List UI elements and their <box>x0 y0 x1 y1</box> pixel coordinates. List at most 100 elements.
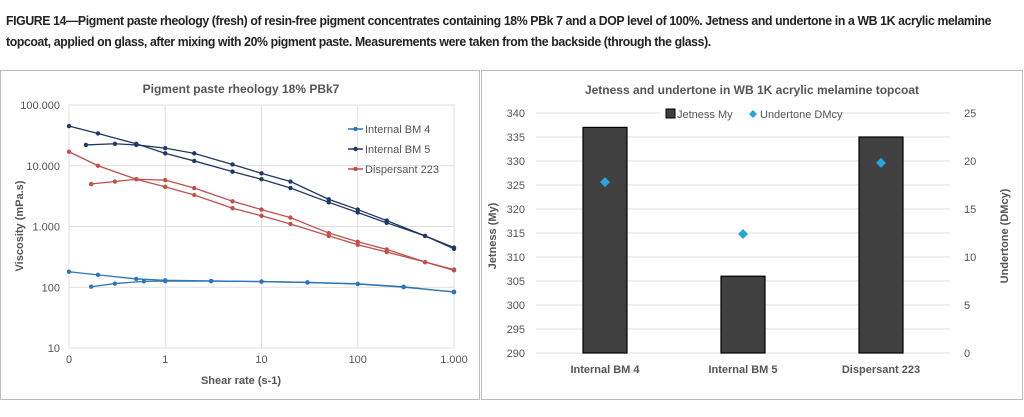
y-tick-label: 330 <box>507 156 525 168</box>
y2-axis-title: Undertone (DMcy) <box>999 188 1011 283</box>
rheology-chart: Pigment paste rheology 18% PBk7 0 1 10 100 1.… <box>14 82 468 387</box>
x-tick-label: 0 <box>66 354 72 366</box>
y-axis-title: Viscosity (mPa.s) <box>14 180 26 271</box>
data-point <box>305 280 310 285</box>
chart-title: Pigment paste rheology 18% PBk7 <box>143 82 340 96</box>
data-point <box>288 221 293 227</box>
y-tick-label: 290 <box>507 348 525 360</box>
data-point <box>163 278 168 284</box>
data-point <box>422 259 428 265</box>
legend-label: Internal BM 5 <box>365 144 430 156</box>
legend-label: Internal BM 4 <box>365 124 430 136</box>
legend-marker <box>353 126 358 132</box>
data-point <box>66 269 72 274</box>
data-point <box>88 181 94 187</box>
data-point <box>288 179 293 184</box>
data-point <box>208 278 214 284</box>
undertone-marker <box>876 157 886 168</box>
data-point <box>112 141 118 146</box>
data-point <box>134 177 139 182</box>
y-tick-label: 340 <box>507 108 525 120</box>
x-axis-title: Shear rate (s-1) <box>201 375 281 387</box>
y-tick-label: 295 <box>507 324 525 336</box>
y-tick-label: 100.000 <box>20 100 60 112</box>
data-point <box>355 207 360 212</box>
bar-jetness <box>582 126 628 354</box>
data-point <box>134 142 139 148</box>
data-point <box>451 267 457 272</box>
category-label: Dispersant 223 <box>842 364 920 376</box>
category-label: Internal BM 4 <box>570 364 640 376</box>
rheology-chart-panel: Pigment paste rheology 18% PBk7 0 1 10 100 1.… <box>0 70 480 400</box>
data-point <box>259 213 264 219</box>
y-tick-label: 320 <box>507 204 525 216</box>
data-point <box>230 162 235 167</box>
data-point <box>66 149 72 154</box>
y2-tick-label: 5 <box>964 300 970 312</box>
x-tick-label: 1.000 <box>440 354 468 366</box>
data-point <box>88 284 94 289</box>
data-point <box>66 123 72 129</box>
series-line-0 <box>91 280 455 293</box>
data-point <box>192 158 197 164</box>
data-point <box>163 145 168 151</box>
chart-title: Jetness and undertone in WB 1K acrylic m… <box>585 83 919 97</box>
y2-tick-label: 25 <box>964 108 976 120</box>
y2-tick-label: 0 <box>964 348 970 360</box>
bar-jetness <box>720 275 766 354</box>
y-tick-label: 315 <box>507 228 525 240</box>
data-point <box>163 151 168 156</box>
data-point <box>83 142 89 148</box>
data-point <box>95 163 101 168</box>
category-label: Internal BM 5 <box>708 364 777 376</box>
data-point <box>422 233 428 239</box>
x-tick-label: 100 <box>349 354 367 366</box>
data-point <box>141 279 147 284</box>
data-point <box>401 285 406 290</box>
data-point <box>163 184 168 190</box>
y-tick-label: 10.000 <box>26 161 60 173</box>
data-point <box>451 245 457 250</box>
data-point <box>326 197 331 202</box>
data-point <box>384 247 389 252</box>
legend-background <box>660 105 828 123</box>
y2-tick-label: 10 <box>964 252 976 264</box>
legend-label: Jetness My <box>677 109 733 121</box>
data-point <box>192 192 197 198</box>
legend-marker <box>353 146 358 152</box>
data-point <box>355 239 360 244</box>
y2-tick-label: 20 <box>964 156 976 168</box>
data-point <box>384 218 389 223</box>
y-tick-label: 300 <box>507 300 525 312</box>
y-axis-title: Jetness (My) <box>487 202 499 269</box>
data-point <box>163 177 168 183</box>
data-point <box>192 185 197 191</box>
data-point <box>288 185 293 191</box>
data-point <box>326 230 331 236</box>
series-line-1 <box>85 143 455 249</box>
x-tick-label: 10 <box>255 354 267 366</box>
data-point <box>451 289 457 295</box>
y-tick-label: 100 <box>42 282 60 294</box>
data-point <box>95 131 101 136</box>
data-point <box>259 207 264 212</box>
data-point <box>230 199 235 204</box>
legend-label: Dispersant 223 <box>365 164 439 176</box>
data-point <box>112 179 118 184</box>
y-tick-label: 10 <box>48 343 60 355</box>
figure-caption: FIGURE 14—Pigment paste rheology (fresh)… <box>6 13 992 49</box>
data-point <box>95 272 101 278</box>
y-tick-label: 335 <box>507 132 525 144</box>
data-point <box>259 177 264 182</box>
jetness-chart-panel: Jetness and undertone in WB 1K acrylic m… <box>481 70 1023 400</box>
y-tick-label: 325 <box>507 180 525 192</box>
legend-marker-undertone <box>749 110 757 118</box>
y-tick-label: 310 <box>507 252 525 264</box>
data-point <box>230 169 235 174</box>
legend-marker <box>353 166 358 172</box>
data-point <box>134 276 139 282</box>
y-tick-label: 305 <box>507 276 525 288</box>
undertone-marker <box>600 177 610 188</box>
jetness-chart: Jetness and undertone in WB 1K acrylic m… <box>487 83 1011 376</box>
data-point <box>355 281 360 287</box>
